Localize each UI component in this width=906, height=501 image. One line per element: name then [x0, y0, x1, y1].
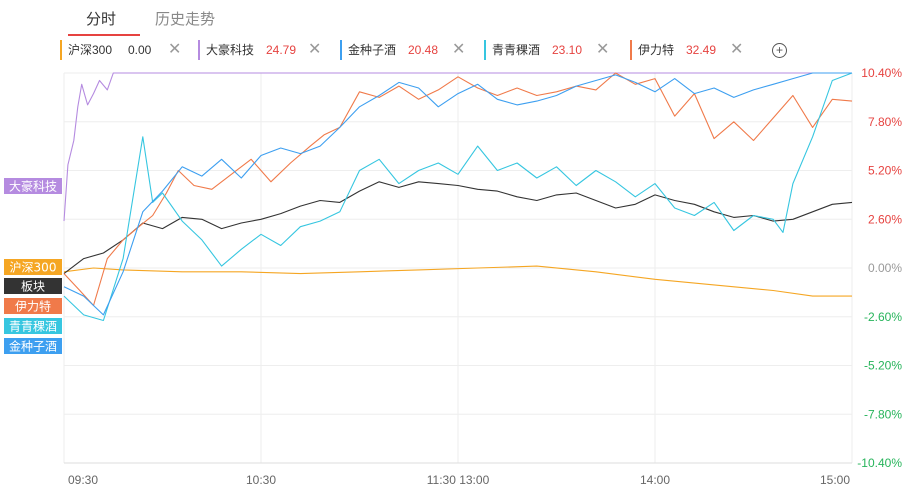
legend-value: 32.49 — [686, 43, 717, 57]
legend-value: 23.10 — [552, 43, 583, 57]
x-tick-label: 09:30 — [68, 473, 98, 487]
chart-series — [63, 72, 853, 322]
series-line-5 — [63, 72, 852, 316]
legend-name: 伊力特 — [638, 43, 675, 57]
series-tag-bg — [4, 298, 62, 314]
legend-color-swatch — [60, 40, 62, 60]
legend-name: 青青稞酒 — [492, 43, 541, 57]
legend-name: 沪深300 — [68, 43, 113, 57]
series-line-4 — [63, 72, 853, 322]
chart-grid — [63, 72, 853, 464]
series-tag: 青青稞酒 — [4, 318, 62, 334]
tab-bar: 分时 历史走势 — [68, 0, 898, 34]
series-tag-label: 大豪科技 — [9, 179, 57, 194]
series-tag: 沪深300 — [4, 259, 62, 275]
series-tag: 板块 — [4, 278, 62, 294]
series-line-2 — [63, 181, 853, 275]
legend-color-swatch — [198, 40, 200, 60]
legend-value: 0.00 — [128, 43, 152, 57]
series-tag-bg — [4, 338, 62, 354]
series-tag-label: 沪深300 — [10, 261, 57, 275]
legend-color-swatch — [340, 40, 342, 60]
add-stock-button[interactable]: + — [772, 43, 787, 58]
close-icon[interactable]: ✕ — [168, 41, 182, 58]
legend-color-swatch — [484, 40, 486, 60]
legend-value: 20.48 — [408, 43, 439, 57]
series-line-0 — [63, 265, 852, 297]
series-tag-bg — [4, 259, 62, 275]
series-tag-bg — [4, 178, 62, 194]
series-line-3 — [63, 72, 853, 307]
y-tick-label: -2.60% — [864, 310, 902, 324]
series-tag-bg — [4, 278, 62, 294]
tab-intraday[interactable]: 分时 — [86, 11, 117, 28]
x-tick-label: 14:00 — [640, 473, 670, 487]
y-tick-label: -5.20% — [864, 359, 902, 373]
series-line-1 — [63, 72, 852, 222]
legend-name: 大豪科技 — [206, 43, 255, 57]
x-tick-label: 11:30 13:00 — [427, 473, 490, 487]
series-tag-bg — [4, 318, 62, 334]
close-icon[interactable]: ✕ — [308, 41, 322, 58]
y-tick-label: 5.20% — [868, 164, 902, 178]
y-tick-label: -10.40% — [857, 456, 902, 470]
y-tick-label: 10.40% — [861, 66, 902, 80]
series-tag-label: 板块 — [21, 280, 45, 294]
close-icon[interactable]: ✕ — [596, 41, 610, 58]
series-tag-label: 伊力特 — [15, 299, 51, 314]
series-tag: 伊力特 — [4, 298, 62, 314]
legend-item-dahao: 大豪科技 24.79 ✕ — [198, 38, 332, 62]
legend-item-qingqing: 青青稞酒 23.10 ✕ — [484, 38, 618, 62]
x-axis-labels: 09:30 10:30 11:30 13:00 14:00 15:00 — [68, 473, 850, 487]
legend-item-jinzhongzi: 金种子酒 20.48 ✕ — [340, 38, 474, 62]
tab-history-trend[interactable]: 历史走势 — [155, 11, 216, 28]
close-icon[interactable]: ✕ — [452, 41, 466, 58]
active-tab-indicator — [68, 34, 140, 36]
series-tag: 大豪科技 — [4, 178, 62, 194]
y-tick-label: 7.80% — [868, 115, 902, 129]
legend-color-swatch — [630, 40, 632, 60]
y-tick-label: 2.60% — [868, 212, 902, 226]
y-tick-label: 0.00% — [868, 261, 902, 275]
series-tag-label: 青青稞酒 — [9, 320, 57, 334]
y-axis-labels: 10.40% 7.80% 5.20% 2.60% 0.00% -2.60% -5.20% -7… — [857, 66, 902, 470]
close-icon[interactable]: ✕ — [730, 41, 744, 58]
series-tag: 金种子酒 — [4, 338, 62, 354]
legend-value: 24.79 — [266, 43, 297, 57]
x-tick-label: 15:00 — [820, 473, 850, 487]
legend-name: 金种子酒 — [348, 43, 397, 57]
legend-item-csi300: 沪深300 0.00 ✕ — [60, 38, 192, 62]
legend-item-yilite: 伊力特 32.49 ✕ — [630, 38, 754, 62]
series-tag-label: 金种子酒 — [9, 339, 57, 354]
x-tick-label: 10:30 — [246, 473, 276, 487]
y-tick-label: -7.80% — [864, 407, 902, 421]
